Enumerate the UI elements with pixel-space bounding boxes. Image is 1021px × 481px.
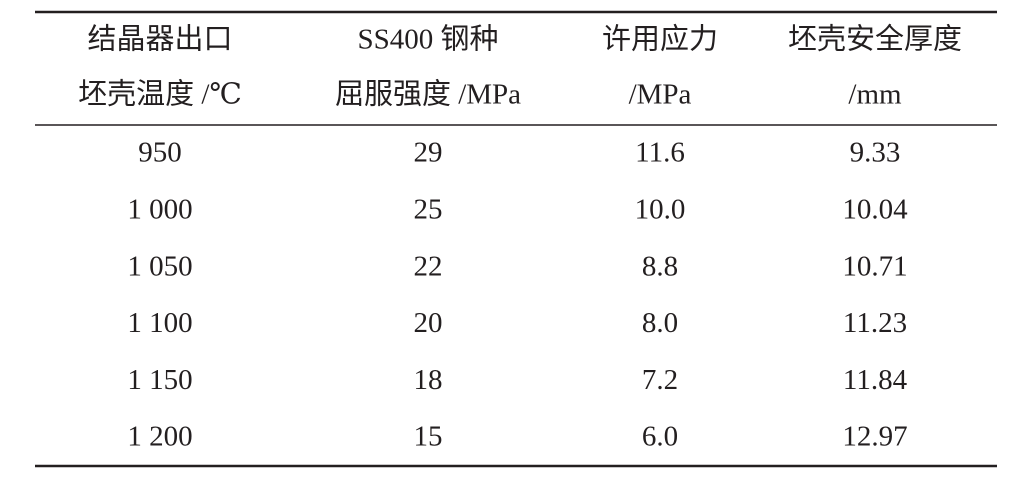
table-cell: 15: [414, 421, 443, 453]
table-cell: 25: [414, 193, 443, 225]
table-cell: 11.84: [843, 364, 908, 396]
table-cell: 9.33: [850, 137, 901, 169]
table-cell: 8.0: [642, 307, 678, 339]
table-cell: 8.8: [642, 250, 678, 282]
header-cell: 坯壳温度 /℃: [78, 78, 242, 111]
table-cell: 10.71: [842, 250, 907, 282]
header-cell: /mm: [848, 79, 902, 111]
table-cell: 11.6: [635, 137, 685, 169]
table-cell: 20: [414, 307, 443, 339]
header-cell: SS400 钢种: [357, 23, 498, 56]
header-cell: 结晶器出口: [87, 23, 232, 56]
table-cell: 11.23: [843, 307, 907, 339]
table-cell: 29: [414, 137, 443, 169]
table-cell: 10.0: [635, 193, 686, 225]
table-cell: 7.2: [642, 364, 678, 396]
header-cell: 屈服强度 /MPa: [335, 78, 521, 111]
table-cell: 950: [138, 137, 182, 169]
table-cell: 22: [414, 250, 443, 282]
table-cell: 1 000: [127, 193, 192, 225]
table-cell: 1 150: [127, 364, 192, 396]
header-cell: 坯壳安全厚度: [788, 23, 962, 56]
table-cell: 10.04: [842, 193, 908, 225]
table-cell: 1 200: [127, 421, 192, 453]
table-cell: 1 100: [127, 307, 192, 339]
header-cell: 许用应力: [602, 23, 718, 56]
table-cell: 12.97: [842, 421, 907, 453]
table-cell: 6.0: [642, 421, 678, 453]
header-cell: /MPa: [629, 79, 692, 111]
table-cell: 1 050: [127, 250, 192, 282]
table-cell: 18: [414, 364, 443, 396]
